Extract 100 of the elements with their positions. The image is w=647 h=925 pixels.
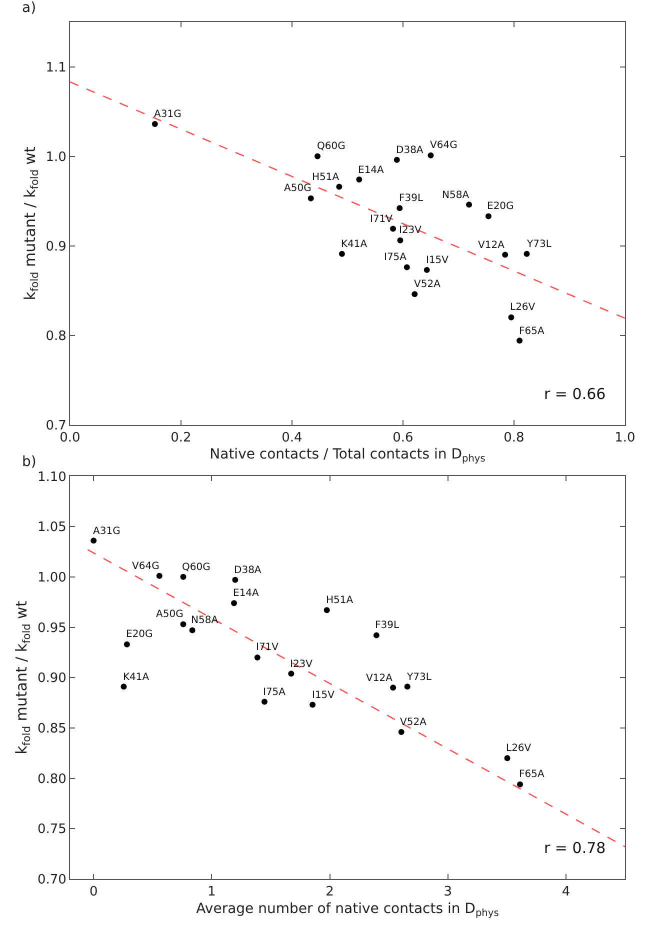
point: [356, 176, 362, 183]
point: [124, 641, 130, 648]
point: [324, 607, 330, 614]
annotation: I75A: [263, 687, 286, 698]
annotation: Q60G: [182, 562, 210, 573]
annotation: K41A: [341, 239, 368, 250]
y-tick-label: 1.0: [46, 150, 66, 165]
point: [485, 213, 492, 220]
x-axis-title: Native contacts / Total contacts in D$_{phys}$: [210, 446, 486, 465]
point: [261, 698, 268, 705]
y-tick-label: 0.9: [46, 239, 66, 254]
point: [120, 684, 127, 690]
annotation: H51A: [326, 595, 354, 606]
annotation: H51A: [312, 172, 340, 183]
annotation: V64G: [132, 561, 160, 572]
annotation: A31G: [154, 109, 182, 120]
annotation: A31G: [93, 526, 120, 537]
annotation: A50G: [284, 183, 312, 194]
annotation: Q60G: [317, 141, 346, 152]
x-tick-label: 3: [444, 884, 452, 900]
point: [231, 600, 238, 606]
point: [90, 538, 97, 544]
annotation: I71V: [370, 214, 393, 225]
point: [254, 654, 260, 660]
y-tick-label: 0.75: [37, 822, 66, 838]
point: [288, 670, 294, 677]
y-tick-label: 0.85: [37, 722, 66, 736]
point: [466, 202, 472, 208]
point: [396, 205, 403, 212]
annotation: V64G: [430, 140, 458, 151]
y-tick-label: 1.00: [37, 570, 66, 586]
annotation: I75A: [384, 252, 407, 263]
annotation: V12A: [478, 240, 505, 251]
point: [310, 702, 316, 708]
point: [504, 755, 510, 762]
point: [180, 621, 186, 628]
annotation: N58A: [442, 190, 470, 201]
point: [404, 684, 410, 690]
point: [428, 152, 434, 158]
annotation: I23V: [399, 225, 422, 236]
point: [152, 121, 158, 128]
point: [232, 576, 238, 583]
annotation: V52A: [400, 717, 427, 728]
annotation: r = 0.66: [544, 385, 606, 403]
x-axis-title: Average number of native contacts in D$_{phys}$: [196, 900, 499, 919]
annotation: L26V: [506, 743, 532, 754]
annotation: N58A: [191, 615, 218, 626]
point: [390, 226, 396, 232]
y-tick-label: 0.90: [37, 671, 66, 686]
annotation: A50G: [156, 609, 184, 620]
point: [404, 264, 410, 270]
y-tick-label: 0.95: [37, 620, 66, 636]
point: [397, 237, 404, 244]
point: [180, 574, 186, 580]
y-tick-label: 0.80: [37, 772, 66, 787]
y-tick-label: 0.8: [46, 328, 66, 344]
annotation: E20G: [487, 201, 514, 212]
chart-title: a): [22, 0, 36, 16]
point: [524, 250, 530, 257]
annotation: V52A: [414, 279, 441, 290]
annotation: E14A: [358, 165, 384, 176]
x-tick-label: 0.4: [282, 430, 302, 446]
annotation: F65A: [519, 326, 544, 337]
point: [508, 314, 514, 320]
annotation: I15V: [426, 255, 449, 266]
point: [189, 627, 196, 634]
x-tick-label: 2: [326, 884, 334, 900]
point: [398, 728, 404, 735]
point: [390, 684, 396, 691]
x-tick-label: 1: [208, 884, 216, 900]
y-tick-label: 1.05: [37, 520, 66, 536]
annotation: D38A: [234, 565, 262, 576]
annotation: Y73L: [406, 672, 432, 683]
annotation: r = 0.78: [544, 839, 606, 857]
annotation: L26V: [510, 302, 536, 313]
annotation: D38A: [396, 145, 424, 156]
point: [373, 632, 380, 638]
annotation: F39L: [375, 620, 400, 631]
annotation: I15V: [312, 690, 335, 701]
x-tick-label: 4: [562, 884, 570, 900]
point: [156, 572, 162, 579]
annotation: F39L: [399, 193, 424, 204]
y-tick-label: 1.10: [37, 470, 66, 485]
point: [424, 266, 430, 273]
point: [502, 252, 508, 258]
point: [314, 153, 321, 160]
x-tick-label: 0.8: [504, 430, 524, 446]
annotation: V12A: [366, 673, 393, 684]
annotation: Y73L: [526, 239, 552, 250]
point: [516, 338, 523, 344]
point: [517, 781, 524, 788]
x-tick-label: 0.2: [170, 430, 192, 446]
chart-title: b): [22, 454, 36, 470]
x-tick-label: 0: [89, 884, 98, 900]
annotation: E14A: [233, 588, 260, 599]
y-tick-label: 0.70: [37, 872, 66, 888]
point: [412, 291, 418, 298]
x-tick-label: 1.0: [614, 430, 636, 446]
point: [394, 156, 400, 163]
annotation: E20G: [126, 629, 153, 640]
